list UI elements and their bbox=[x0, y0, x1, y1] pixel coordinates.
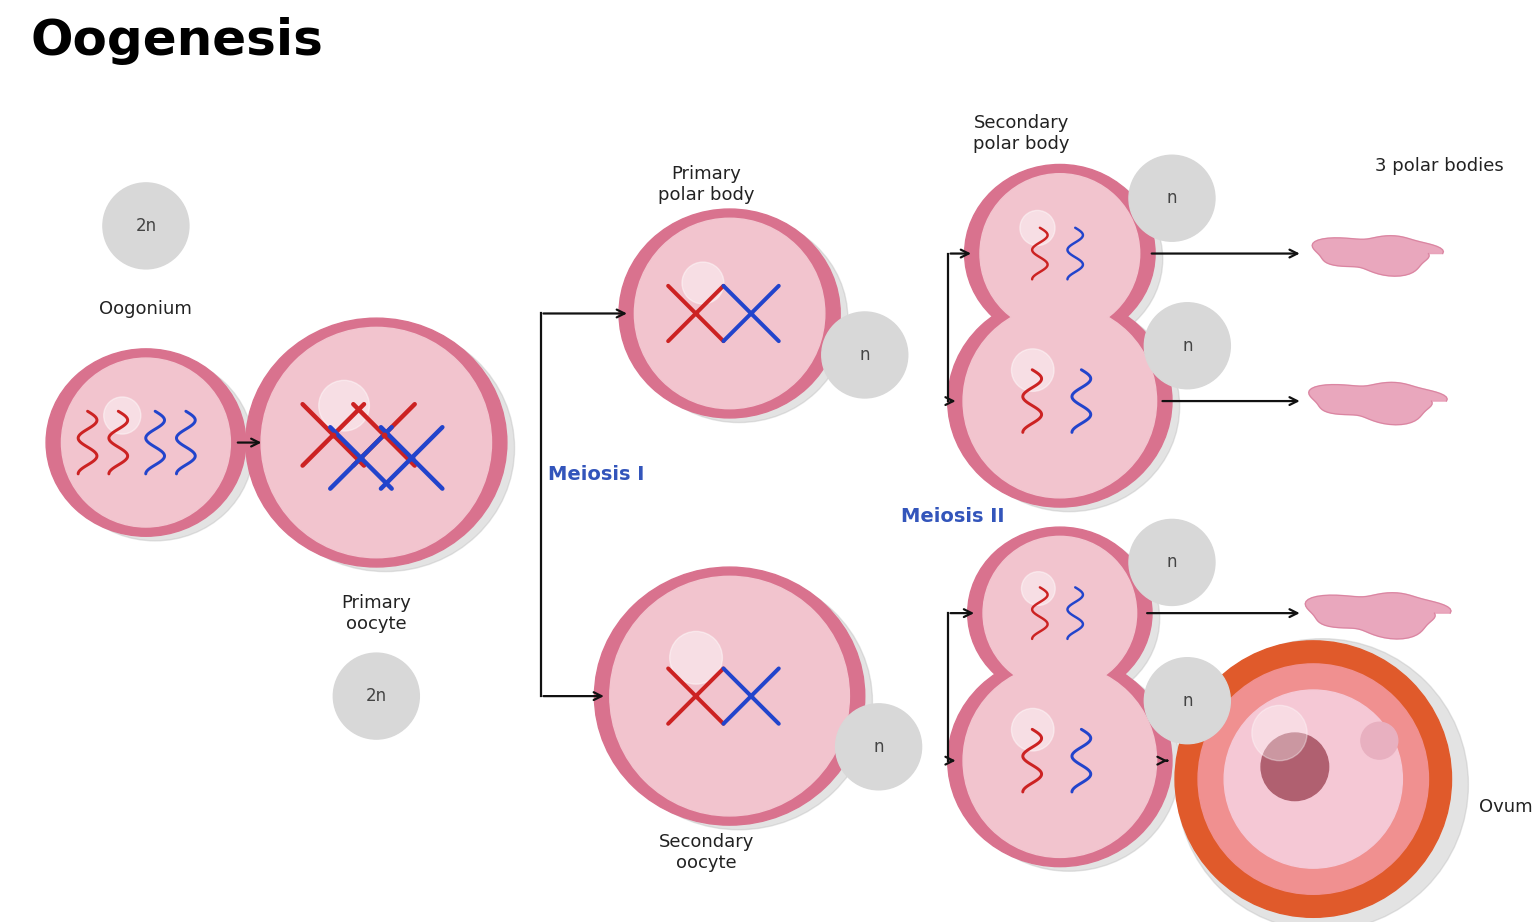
Ellipse shape bbox=[1129, 519, 1215, 606]
Ellipse shape bbox=[965, 164, 1155, 343]
Ellipse shape bbox=[333, 653, 419, 739]
Ellipse shape bbox=[963, 304, 1157, 498]
Ellipse shape bbox=[978, 534, 1160, 703]
Text: n: n bbox=[874, 738, 883, 756]
Ellipse shape bbox=[57, 355, 253, 541]
Ellipse shape bbox=[670, 632, 722, 684]
Text: Oogenesis: Oogenesis bbox=[31, 18, 324, 65]
Ellipse shape bbox=[104, 397, 141, 434]
Ellipse shape bbox=[594, 567, 865, 825]
Text: n: n bbox=[860, 346, 869, 364]
Ellipse shape bbox=[958, 301, 1180, 512]
Ellipse shape bbox=[1144, 302, 1230, 389]
Polygon shape bbox=[1306, 593, 1452, 639]
Ellipse shape bbox=[1021, 572, 1055, 606]
Ellipse shape bbox=[1261, 733, 1329, 800]
Ellipse shape bbox=[1198, 664, 1428, 894]
Text: Meiosis I: Meiosis I bbox=[548, 466, 644, 484]
Ellipse shape bbox=[257, 325, 515, 572]
Text: 3 polar bodies: 3 polar bodies bbox=[1375, 157, 1504, 175]
Ellipse shape bbox=[1011, 349, 1054, 392]
Ellipse shape bbox=[46, 349, 246, 537]
Ellipse shape bbox=[963, 664, 1157, 857]
Text: n: n bbox=[1167, 189, 1177, 207]
Polygon shape bbox=[1309, 383, 1447, 425]
Ellipse shape bbox=[610, 576, 849, 816]
Text: 2n: 2n bbox=[135, 217, 157, 235]
Ellipse shape bbox=[61, 358, 230, 527]
Ellipse shape bbox=[983, 537, 1137, 690]
Text: Oogonium: Oogonium bbox=[100, 300, 192, 318]
Ellipse shape bbox=[1361, 722, 1398, 759]
Text: Primary
oocyte: Primary oocyte bbox=[341, 594, 412, 632]
Ellipse shape bbox=[1175, 641, 1452, 917]
Ellipse shape bbox=[975, 171, 1163, 348]
Ellipse shape bbox=[1177, 639, 1468, 922]
Ellipse shape bbox=[968, 527, 1152, 699]
Ellipse shape bbox=[246, 318, 507, 567]
Text: Secondary
polar body: Secondary polar body bbox=[974, 114, 1069, 153]
Text: Ovum: Ovum bbox=[1479, 798, 1533, 816]
Ellipse shape bbox=[980, 173, 1140, 334]
Ellipse shape bbox=[1020, 210, 1055, 245]
Ellipse shape bbox=[1011, 708, 1054, 751]
Ellipse shape bbox=[836, 703, 922, 790]
Text: n: n bbox=[1183, 692, 1192, 710]
Ellipse shape bbox=[1224, 690, 1402, 869]
Text: n: n bbox=[1183, 337, 1192, 355]
Polygon shape bbox=[1312, 236, 1444, 277]
Ellipse shape bbox=[822, 312, 908, 398]
Ellipse shape bbox=[1129, 155, 1215, 242]
Ellipse shape bbox=[261, 327, 492, 558]
Ellipse shape bbox=[958, 661, 1180, 871]
Text: Primary
polar body: Primary polar body bbox=[659, 165, 754, 204]
Ellipse shape bbox=[619, 209, 840, 418]
Ellipse shape bbox=[948, 295, 1172, 507]
Ellipse shape bbox=[948, 655, 1172, 867]
Text: n: n bbox=[1167, 553, 1177, 572]
Ellipse shape bbox=[682, 262, 723, 304]
Text: 2n: 2n bbox=[366, 687, 387, 705]
Ellipse shape bbox=[1252, 705, 1307, 761]
Ellipse shape bbox=[605, 573, 872, 830]
Ellipse shape bbox=[319, 381, 369, 431]
Ellipse shape bbox=[634, 219, 825, 408]
Text: Meiosis II: Meiosis II bbox=[900, 507, 1005, 526]
Ellipse shape bbox=[1144, 657, 1230, 744]
Ellipse shape bbox=[630, 216, 848, 422]
Text: Secondary
oocyte: Secondary oocyte bbox=[659, 833, 754, 872]
Ellipse shape bbox=[103, 183, 189, 269]
